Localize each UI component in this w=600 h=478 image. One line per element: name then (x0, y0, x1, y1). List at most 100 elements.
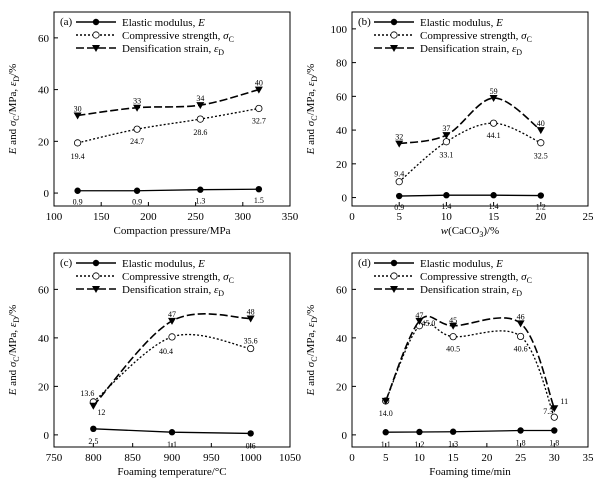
data-label: 24.7 (130, 137, 144, 146)
data-point (415, 317, 424, 325)
data-label: 47 (415, 311, 423, 320)
data-point (516, 332, 525, 341)
y-axis-label: E and σC/MPa, εD/% (7, 305, 21, 397)
y-tick-label: 80 (336, 58, 348, 70)
data-point (133, 125, 141, 133)
data-point (254, 86, 263, 94)
data-point (168, 429, 176, 436)
legend-marker (390, 272, 398, 280)
data-point (442, 132, 451, 140)
y-tick-label: 20 (38, 136, 50, 148)
series-line (399, 194, 541, 197)
y-tick-label: 60 (38, 33, 50, 45)
data-label: 1.3 (195, 197, 205, 206)
legend-entry: Compressive strength, σC (420, 30, 532, 44)
data-point (449, 333, 457, 341)
data-point (550, 405, 559, 413)
series-line (385, 429, 555, 433)
y-tick-label: 0 (342, 430, 348, 442)
chart-panel-d: 0 5 10 15 20 25 30 35 0 20 40 60 (d) Foaming time/min… (305, 252, 595, 478)
y-tick-label: 20 (38, 381, 50, 393)
legend-marker (92, 45, 100, 52)
legend-entry: Densification strain, εD (420, 284, 522, 298)
data-label: 1.2 (536, 203, 546, 212)
x-tick-label: 950 (203, 452, 220, 464)
data-label: 9.4 (394, 170, 404, 179)
data-point (550, 413, 558, 421)
series-line (92, 333, 251, 403)
data-label: 30 (74, 104, 82, 113)
x-tick-label: 800 (85, 452, 102, 464)
legend-marker (92, 259, 100, 267)
x-tick-label: 20 (535, 211, 547, 223)
y-tick-label: 60 (38, 284, 50, 296)
chart-panel-b: 0 5 10 15 20 25 0 20 40 60 80 100 (b) w(CaCO3)/% E and… (305, 11, 594, 239)
data-point (551, 427, 558, 434)
y-tick-label: 20 (336, 159, 348, 171)
x-tick-label: 250 (187, 211, 204, 223)
legend-entry: Elastic modulus, E (122, 258, 205, 270)
data-point (395, 140, 404, 148)
x-tick-label: 35 (583, 452, 595, 464)
data-label: 1.8 (516, 439, 526, 448)
y-tick-label: 0 (342, 193, 348, 205)
data-label: 32.7 (252, 116, 266, 125)
series-line (398, 122, 542, 183)
data-label: 1.8 (549, 439, 559, 448)
x-tick-label: 25 (515, 452, 527, 464)
data-point (449, 428, 457, 435)
data-point (255, 104, 263, 113)
data-point (74, 139, 82, 147)
data-point (489, 95, 498, 103)
legend-marker (92, 286, 100, 293)
data-label: 1.2 (414, 440, 424, 449)
data-label: 34 (196, 94, 204, 103)
x-tick-label: 30 (549, 452, 561, 464)
x-tick-label: 1000 (240, 452, 263, 464)
y-tick-label: 0 (44, 430, 50, 442)
y-tick-label: 40 (336, 333, 348, 345)
x-tick-label: 750 (46, 452, 63, 464)
data-point (396, 192, 403, 200)
series-line (77, 188, 259, 192)
y-tick-label: 40 (38, 333, 50, 345)
y-tick-label: 40 (336, 125, 348, 137)
data-point (196, 102, 205, 110)
y-tick-label: 40 (38, 85, 50, 97)
legend-entry: Compressive strength, σC (122, 271, 234, 285)
legend-marker (390, 31, 398, 39)
data-point (537, 192, 544, 199)
data-label: 1.4 (441, 202, 451, 211)
data-label: 33 (133, 97, 141, 106)
data-point (489, 119, 498, 127)
y-axis-label: E and σC/MPa, εD/% (305, 305, 319, 397)
data-label: 59 (490, 87, 498, 96)
legend-marker (390, 259, 398, 267)
data-label: 7.3 (543, 407, 553, 416)
data-point (443, 192, 450, 199)
data-point (537, 139, 545, 147)
data-label: 37 (442, 124, 450, 133)
y-tick-label: 100 (331, 24, 348, 36)
chart-panel-a: 100 150 200 250 300 350 0 20 40 60 (a) Compaction p… (7, 11, 299, 237)
legend-marker (92, 272, 100, 280)
legend-entry: Densification strain, εD (420, 43, 522, 57)
data-point (490, 192, 497, 199)
x-tick-label: 5 (383, 452, 389, 464)
data-label: 0.6 (246, 441, 256, 450)
data-label: 48 (247, 307, 255, 316)
data-label: 12 (97, 408, 105, 417)
x-axis-label: w(CaCO3)/% (441, 225, 499, 239)
x-tick-label: 200 (140, 211, 157, 223)
x-tick-label: 0 (349, 211, 355, 223)
data-label: 40.6 (514, 344, 528, 353)
legend-marker (390, 18, 398, 26)
data-label: 28.6 (193, 128, 207, 137)
legend-entry: Densification strain, εD (122, 43, 224, 57)
data-point (381, 397, 390, 405)
data-label: 45 (449, 316, 457, 325)
y-tick-label: 60 (336, 284, 348, 296)
data-point (90, 425, 97, 433)
data-point (133, 104, 142, 112)
x-axis-label: Foaming temperature/°C (117, 466, 226, 478)
